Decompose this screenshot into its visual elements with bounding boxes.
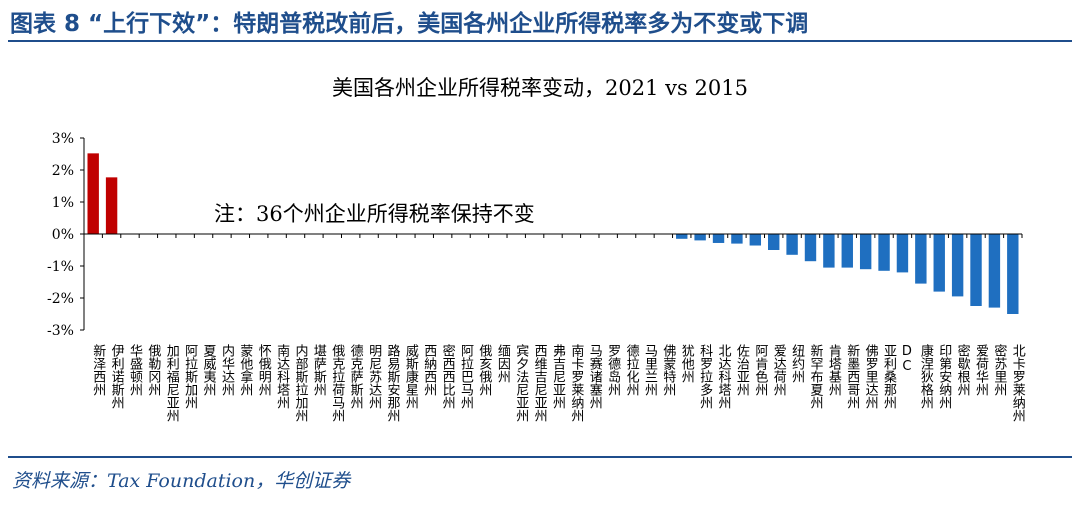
x-tick-label: 阿肯色州 [752, 344, 768, 396]
bar [768, 234, 780, 250]
bar-chart: 3% 2% 1% 0% -1% -2% -3% 新泽西州 伊利诺斯州 华盛顿州 俄勒冈州 加利福尼亚州… [47, 131, 1026, 422]
bar [951, 234, 964, 297]
x-tick-label: 南达科塔州 [274, 343, 290, 409]
x-tick-label: 西納西州 [421, 344, 437, 396]
bar [694, 234, 706, 241]
x-tick-label: 新罕布夏州 [807, 343, 823, 409]
footer-divider [8, 456, 1072, 458]
x-tick-label: 路易斯安那州 [384, 343, 400, 422]
x-tick-label: 阿拉斯加州 [182, 344, 198, 409]
x-tick-label: 佐治亚州 [734, 344, 750, 396]
y-tick-label: -2% [47, 291, 74, 307]
x-tick-label: 密歇根州 [955, 343, 971, 396]
x-tick-label: 华盛顿州 [127, 344, 143, 396]
x-tick-label: 俄克拉荷马州 [329, 344, 345, 422]
report-header: 图表 8 “上行下效”：特朗普税改前后，美国各州企业所得税率多为不变或下调 [0, 0, 1080, 44]
bar [87, 153, 99, 234]
x-tick-label: 南卡罗莱纳州 [568, 343, 584, 422]
x-tick-label: 伊利诺斯州 [109, 344, 125, 409]
x-tick-label: 蒙他拿州 [237, 344, 253, 396]
x-tick-label: 怀俄明州 [256, 344, 272, 396]
x-tick-label: 阿拉巴马州 [458, 344, 474, 409]
y-tick-label: 2% [52, 163, 74, 179]
y-tick-label: 3% [52, 131, 74, 147]
source-note: 资料来源：Tax Foundation，华创证券 [12, 470, 351, 492]
x-tick-label: 罗德岛州 [605, 344, 621, 396]
y-tick-label: -3% [47, 323, 74, 339]
x-tick-label: 印第安纳州 [936, 344, 952, 409]
y-tick-label: 0% [52, 227, 74, 243]
x-tick-label: 缅因州 [495, 344, 511, 383]
x-tick-label: 科罗拉多州 [697, 344, 713, 409]
x-tick-label: 马赛诸塞州 [587, 344, 603, 409]
x-tick-label: 马里兰州 [642, 344, 658, 396]
bar [712, 234, 725, 243]
x-tick-label: 康涅狄格州 [918, 343, 934, 409]
x-tick-label: 加利福尼亚州 [164, 344, 180, 422]
x-tick-label: 爱达荷州 [771, 344, 787, 396]
chart-annotation: 注：36个州企业所得税率保持不变 [214, 202, 535, 226]
x-tick-label: 佛罗里达州 [863, 344, 879, 409]
x-tick-label: 堪萨斯州 [311, 344, 327, 396]
x-tick-label: 俄勒冈州 [145, 344, 161, 396]
x-tick-label: 夏威夷州 [201, 344, 217, 396]
bar [823, 234, 835, 268]
figure-title: 图表 8 “上行下效”：特朗普税改前后，美国各州企业所得税率多为不变或下调 [10, 11, 809, 37]
x-tick-label: 密西西比州 [440, 343, 456, 409]
x-tick-label: 亚利桑那州 [881, 344, 897, 409]
x-tick-label: 明尼苏达州 [366, 344, 382, 409]
y-tick-label: -1% [47, 259, 74, 275]
bar [878, 234, 890, 271]
bar [988, 234, 1001, 308]
bar [841, 234, 853, 268]
x-tick-label: 威斯康星州 [403, 344, 419, 409]
bar [896, 234, 909, 273]
x-tick-label: 北卡罗莱纳州 [1010, 344, 1026, 422]
bar [859, 234, 872, 270]
bar [1007, 234, 1019, 314]
x-tick-label: 德克萨斯州 [348, 344, 364, 409]
bar [915, 234, 927, 284]
bar [933, 234, 945, 292]
x-tick-label: 肯塔基州 [826, 344, 842, 396]
x-tick-label: 爱荷华州 [973, 344, 989, 396]
bar [105, 177, 118, 234]
x-tick-label: 弗吉尼亚州 [550, 344, 566, 409]
x-tick-label: DC [899, 344, 914, 374]
bar [676, 234, 688, 239]
chart-title: 美国各州企业所得税率变动，2021 vs 2015 [332, 76, 748, 100]
bar [749, 234, 762, 246]
x-tick-label: 西维吉尼亚州 [532, 344, 548, 422]
x-tick-label: 内华达州 [219, 343, 235, 396]
bar [970, 234, 982, 306]
x-tick-label: 密苏里州 [991, 343, 1007, 396]
x-tick-label: 新墨西哥州 [844, 343, 860, 409]
x-tick-label: 德拉化州 [624, 344, 640, 396]
x-tick-label: 犹他州 [679, 344, 695, 383]
x-tick-label: 宾夕法尼亚州 [513, 343, 529, 422]
x-tick-label: 内部斯拉加州 [293, 343, 309, 422]
x-tick-label: 新泽西州 [90, 343, 106, 396]
y-tick-label: 1% [52, 195, 74, 211]
bar [786, 234, 798, 255]
x-tick-label: 俄亥俄州 [476, 344, 492, 396]
x-tick-label: 北达科塔州 [716, 344, 732, 409]
header-divider [8, 40, 1072, 42]
x-tick-label: 佛蒙特州 [660, 344, 676, 396]
bar [731, 234, 743, 244]
bar [804, 234, 817, 262]
x-tick-label: 纽约州 [789, 344, 805, 383]
